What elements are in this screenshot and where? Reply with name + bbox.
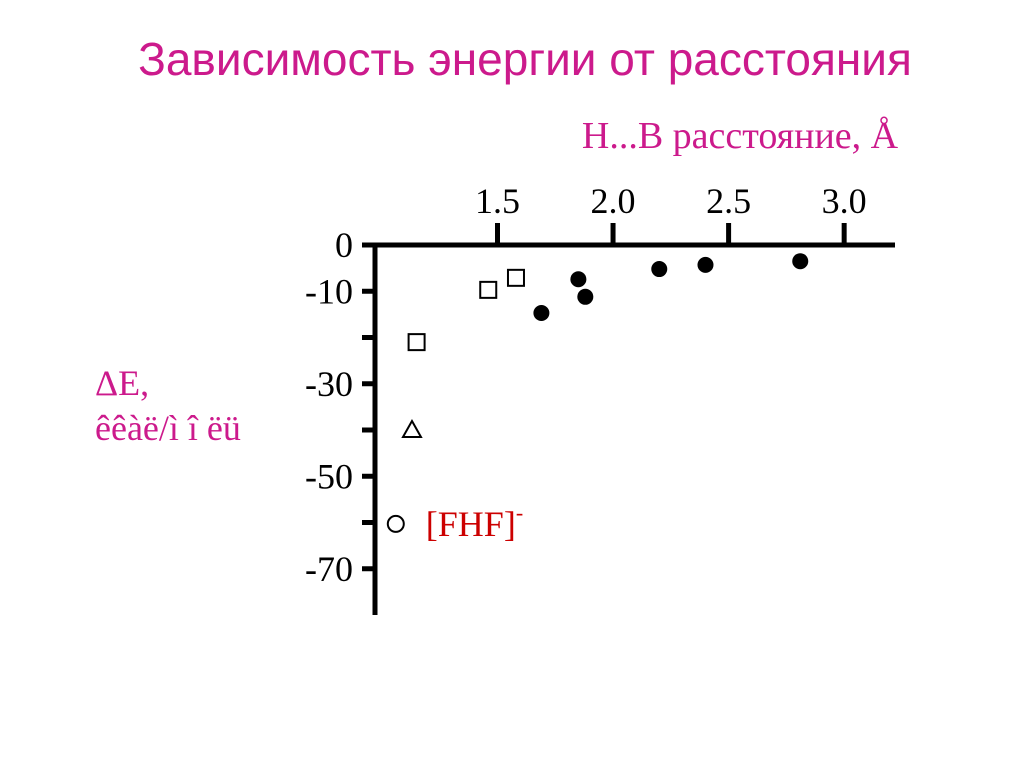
legend-sup: -: [516, 500, 523, 525]
point: [479, 280, 498, 299]
x-tick-label: 1.5: [475, 181, 520, 221]
legend-name: [FHF]: [426, 504, 516, 544]
y-axis-label: êêàë/ì î ëü: [95, 408, 241, 448]
x-tick-label: 3.0: [822, 181, 867, 221]
point: [506, 268, 525, 287]
y-tick-label: 0: [335, 225, 353, 265]
y-tick-label: -30: [305, 364, 353, 404]
point: [401, 418, 423, 438]
y-axis-label: ΔE,: [95, 363, 149, 403]
x-tick-label: 2.0: [591, 181, 636, 221]
y-tick-label: -50: [305, 456, 353, 496]
point: [651, 261, 668, 278]
point: [570, 271, 587, 288]
x-axis-label: H...B расстояние, Å: [582, 115, 899, 157]
y-tick-label: -10: [305, 271, 353, 311]
point: [386, 514, 405, 533]
legend-label: [FHF]-: [426, 500, 523, 544]
point: [577, 288, 594, 305]
point: [792, 253, 809, 270]
chart-title: Зависимость энергии от расстояния: [138, 33, 912, 85]
y-tick-label: -70: [305, 549, 353, 589]
point: [533, 304, 550, 321]
point: [697, 256, 714, 273]
point: [407, 333, 426, 352]
x-tick-label: 2.5: [706, 181, 751, 221]
